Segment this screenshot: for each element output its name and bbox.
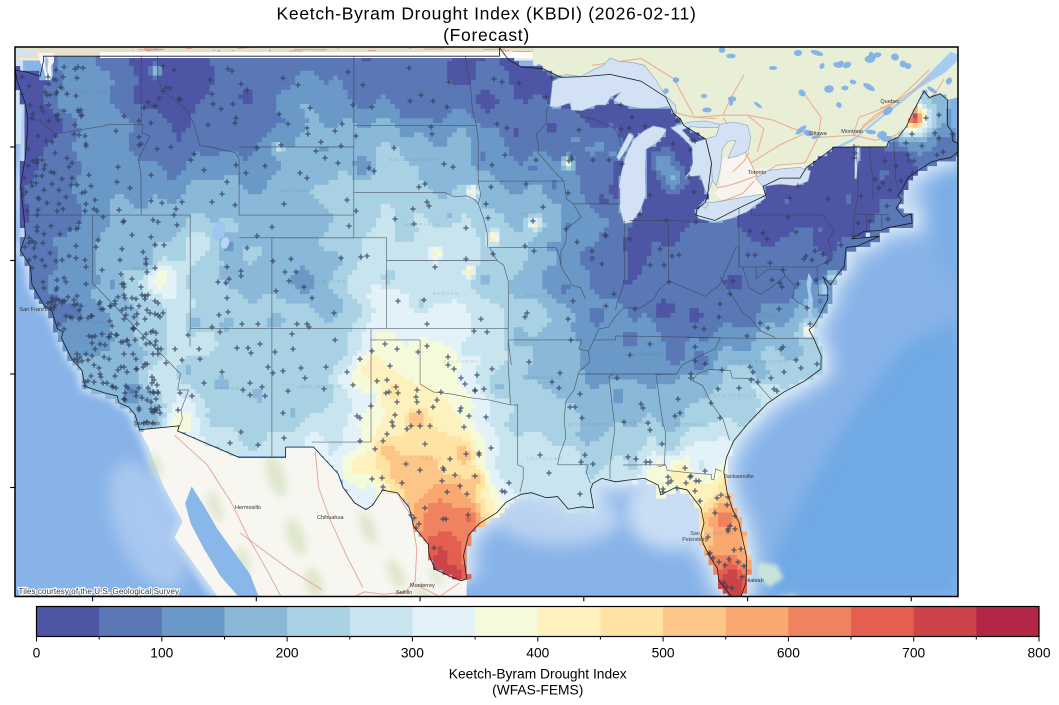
svg-text:Chihuahua: Chihuahua xyxy=(317,515,345,521)
svg-text:ARKANSAS: ARKANSAS xyxy=(527,375,563,381)
svg-text:FLORIDA: FLORIDA xyxy=(705,531,734,537)
svg-text:300: 300 xyxy=(401,646,424,661)
svg-text:Montreal: Montreal xyxy=(841,129,862,135)
svg-text:Keetch-Byram Drought Index: Keetch-Byram Drought Index xyxy=(449,667,627,682)
svg-text:COLORADO: COLORADO xyxy=(309,279,346,285)
svg-text:NORTH CAROLINA: NORTH CAROLINA xyxy=(729,359,789,365)
svg-text:Ottawa: Ottawa xyxy=(809,131,827,137)
svg-text:WEST VIRGINIA: WEST VIRGINIA xyxy=(710,286,762,292)
svg-text:WISCONSIN: WISCONSIN xyxy=(568,152,607,158)
svg-text:San Francisco: San Francisco xyxy=(19,307,54,313)
svg-text:OREGON: OREGON xyxy=(70,168,99,174)
svg-text:200: 200 xyxy=(276,646,299,661)
svg-text:LOUISIANA: LOUISIANA xyxy=(527,456,563,462)
svg-text:NORTH DAKOTA: NORTH DAKOTA xyxy=(386,89,438,95)
svg-text:GEORGIA: GEORGIA xyxy=(675,422,706,428)
svg-text:500: 500 xyxy=(652,646,675,661)
svg-text:Quebec: Quebec xyxy=(880,99,900,105)
svg-text:Hialeah: Hialeah xyxy=(745,578,764,584)
svg-text:NEBRASKA: NEBRASKA xyxy=(405,222,441,228)
svg-text:Keetch-Byram Drought Index (KB: Keetch-Byram Drought Index (KBDI) (2026-… xyxy=(277,4,697,24)
svg-text:ALABAMA: ALABAMA xyxy=(620,420,651,426)
svg-text:MAINE: MAINE xyxy=(913,136,934,142)
svg-text:PENNSYLVANIA: PENNSYLVANIA xyxy=(759,236,809,242)
svg-text:Monterrey: Monterrey xyxy=(410,583,435,589)
svg-text:800: 800 xyxy=(1027,646,1050,661)
svg-text:100: 100 xyxy=(150,646,173,661)
svg-text:SOUTH CAROLINA: SOUTH CAROLINA xyxy=(703,393,762,399)
svg-text:TEXAS: TEXAS xyxy=(421,456,443,462)
svg-text:Saltillo: Saltillo xyxy=(396,590,412,596)
svg-text:(Forecast): (Forecast) xyxy=(443,25,530,45)
svg-text:700: 700 xyxy=(902,646,925,661)
svg-text:NEW YORK: NEW YORK xyxy=(808,188,844,194)
svg-text:Jacksonville: Jacksonville xyxy=(724,474,754,480)
svg-text:SOUTH DAKOTA: SOUTH DAKOTA xyxy=(389,157,441,163)
svg-text:INDIANA: INDIANA xyxy=(632,256,660,262)
svg-text:Hermosillo: Hermosillo xyxy=(235,505,261,511)
svg-text:(WFAS-FEMS): (WFAS-FEMS) xyxy=(492,683,583,698)
svg-text:IDAHO: IDAHO xyxy=(170,159,191,165)
svg-text:IOWA: IOWA xyxy=(519,211,536,217)
svg-text:Toronto: Toronto xyxy=(748,170,766,176)
svg-text:400: 400 xyxy=(526,646,549,661)
svg-text:0: 0 xyxy=(33,646,41,661)
svg-text:OHIO: OHIO xyxy=(693,252,710,258)
svg-text:MICHIGAN: MICHIGAN xyxy=(652,182,686,188)
svg-text:NEVADA: NEVADA xyxy=(132,266,159,272)
svg-text:San: San xyxy=(690,531,699,537)
svg-text:MISSISSIPPI: MISSISSIPPI xyxy=(568,422,610,428)
svg-text:WASHINGTON: WASHINGTON xyxy=(64,89,109,95)
svg-text:MINNESOTA: MINNESOTA xyxy=(494,113,533,119)
svg-text:MONTANA: MONTANA xyxy=(249,102,281,108)
svg-text:TENNESSEE: TENNESSEE xyxy=(624,352,664,358)
svg-text:KENTUCKY: KENTUCKY xyxy=(644,313,680,319)
svg-text:600: 600 xyxy=(777,646,800,661)
svg-text:OKLAHOMA: OKLAHOMA xyxy=(443,359,480,365)
svg-text:CALIFORNIA: CALIFORNIA xyxy=(71,320,112,326)
svg-text:San Diego: San Diego xyxy=(134,421,160,427)
svg-text:KANSAS: KANSAS xyxy=(433,291,460,297)
svg-text:VIRGINIA: VIRGINIA xyxy=(752,313,783,319)
svg-text:Petersburg: Petersburg xyxy=(682,537,707,543)
svg-text:Tiles courtesy of the U.S. Geo: Tiles courtesy of the U.S. Geological Su… xyxy=(19,587,180,596)
svg-text:ILLINOIS: ILLINOIS xyxy=(582,256,611,262)
svg-text:ARIZONA: ARIZONA xyxy=(215,386,245,392)
svg-text:WYOMING: WYOMING xyxy=(280,188,312,194)
svg-text:NEW MEXICO: NEW MEXICO xyxy=(298,384,341,390)
svg-text:UTAH: UTAH xyxy=(221,270,239,276)
svg-text:MISSOURI: MISSOURI xyxy=(526,293,559,299)
